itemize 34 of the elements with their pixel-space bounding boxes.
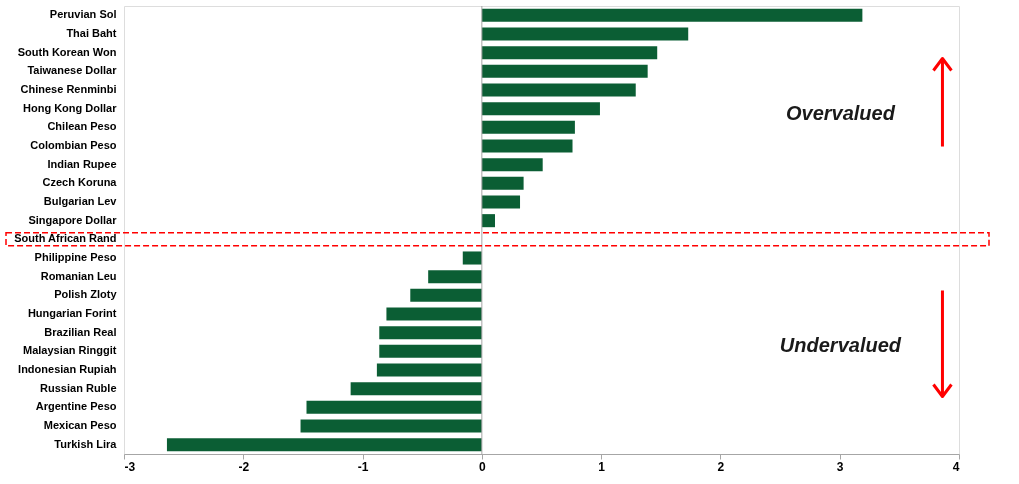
y-tick-label: Turkish Lira — [54, 437, 118, 450]
x-tick-label: 0 — [479, 459, 487, 474]
y-tick-label: Mexican Peso — [43, 419, 117, 431]
y-tick-label: Taiwanese Dollar — [27, 64, 118, 77]
y-tick-label: Czech Koruna — [42, 176, 118, 189]
y-tick-label: Chinese Renminbi — [20, 83, 117, 95]
y-tick-label: Indian Rupee — [47, 157, 117, 170]
y-tick-label: Thai Baht — [66, 27, 117, 39]
y-tick-label: Singapore Dollar — [28, 213, 118, 226]
y-tick-label: Colombian Peso — [30, 139, 117, 151]
y-tick-label: Philippine Peso — [34, 251, 117, 263]
annotation: Undervalued — [779, 334, 902, 357]
y-tick-label: Bulgarian Lev — [43, 195, 118, 207]
y-tick-label: Indonesian Rupiah — [18, 363, 117, 375]
x-tick-label: 2 — [717, 459, 725, 474]
y-tick-label: Hong Kong Dollar — [23, 101, 118, 114]
y-tick-label: South Korean Won — [17, 45, 117, 58]
y-tick-label: Russian Ruble — [40, 381, 117, 394]
y-tick-label: Romanian Leu — [40, 269, 117, 282]
y-tick-label: Peruvian Sol — [49, 8, 117, 21]
x-tick-label: -2 — [238, 459, 250, 474]
y-tick-label: Hungarian Forint — [27, 307, 117, 319]
y-tick-label: Argentine Peso — [35, 400, 117, 413]
x-tick-label: -3 — [124, 459, 136, 474]
x-tick-label: -1 — [357, 459, 369, 474]
y-tick-label: Malaysian Ringgit — [22, 344, 117, 357]
y-tick-label: Polish Zloty — [54, 288, 118, 301]
x-tick-label: 4 — [952, 459, 960, 474]
y-tick-label: Chilean Peso — [47, 120, 117, 133]
x-tick-label: 1 — [598, 459, 606, 474]
y-tick-label: Brazilian Real — [44, 325, 117, 338]
y-tick-label: South African Rand — [14, 232, 117, 245]
x-tick-label: 3 — [836, 459, 844, 474]
annotation: Overvalued — [785, 101, 896, 124]
